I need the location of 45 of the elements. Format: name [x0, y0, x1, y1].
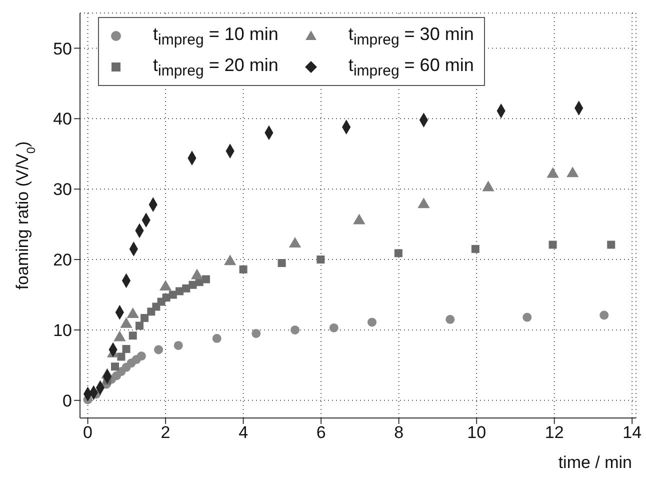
- x-tick-label: 8: [394, 423, 404, 442]
- x-tick-label: 2: [160, 423, 170, 442]
- legend-label: t$_{impreg}$ = 10 min: [153, 24, 278, 49]
- y-tick-label: 0: [62, 391, 72, 410]
- legend-label: t$_{impreg}$ = 60 min: [348, 54, 474, 80]
- point: [122, 344, 130, 353]
- point: [278, 259, 286, 268]
- x-tick-label: 6: [316, 423, 326, 442]
- y-tick-label: 20: [53, 250, 72, 270]
- point: [182, 284, 190, 292]
- point: [140, 314, 149, 322]
- point: [367, 318, 377, 327]
- point: [329, 323, 338, 332]
- point: [394, 249, 402, 258]
- x-tick-label: 12: [544, 423, 564, 442]
- point: [239, 265, 248, 274]
- point: [202, 275, 210, 284]
- x-tick-label: 0: [83, 423, 93, 442]
- point: [290, 325, 300, 334]
- point: [117, 352, 126, 361]
- legend-label: t$_{impreg}$ = 30 min: [348, 24, 474, 49]
- point: [174, 340, 183, 350]
- x-tick-label: 4: [238, 423, 248, 442]
- point: [154, 345, 164, 354]
- x-tick-label: 10: [467, 423, 486, 442]
- point: [607, 240, 616, 249]
- point: [252, 328, 261, 338]
- point: [128, 332, 137, 340]
- point: [212, 334, 222, 343]
- point: [548, 240, 557, 249]
- point: [136, 352, 146, 361]
- point: [446, 314, 455, 324]
- y-tick-label: 10: [53, 320, 72, 340]
- y-tick-label: 30: [53, 180, 72, 200]
- x-axis-title: time / min: [558, 453, 632, 472]
- point: [600, 310, 609, 320]
- x-tick-label: 14: [622, 423, 642, 442]
- point: [471, 244, 480, 253]
- point: [135, 322, 144, 330]
- y-tick-label: 40: [53, 110, 72, 129]
- y-tick-label: 50: [53, 39, 72, 58]
- point: [316, 256, 325, 264]
- point: [110, 362, 119, 371]
- legend-label: t$_{impreg}$ = 20 min: [153, 54, 278, 80]
- point: [522, 312, 532, 322]
